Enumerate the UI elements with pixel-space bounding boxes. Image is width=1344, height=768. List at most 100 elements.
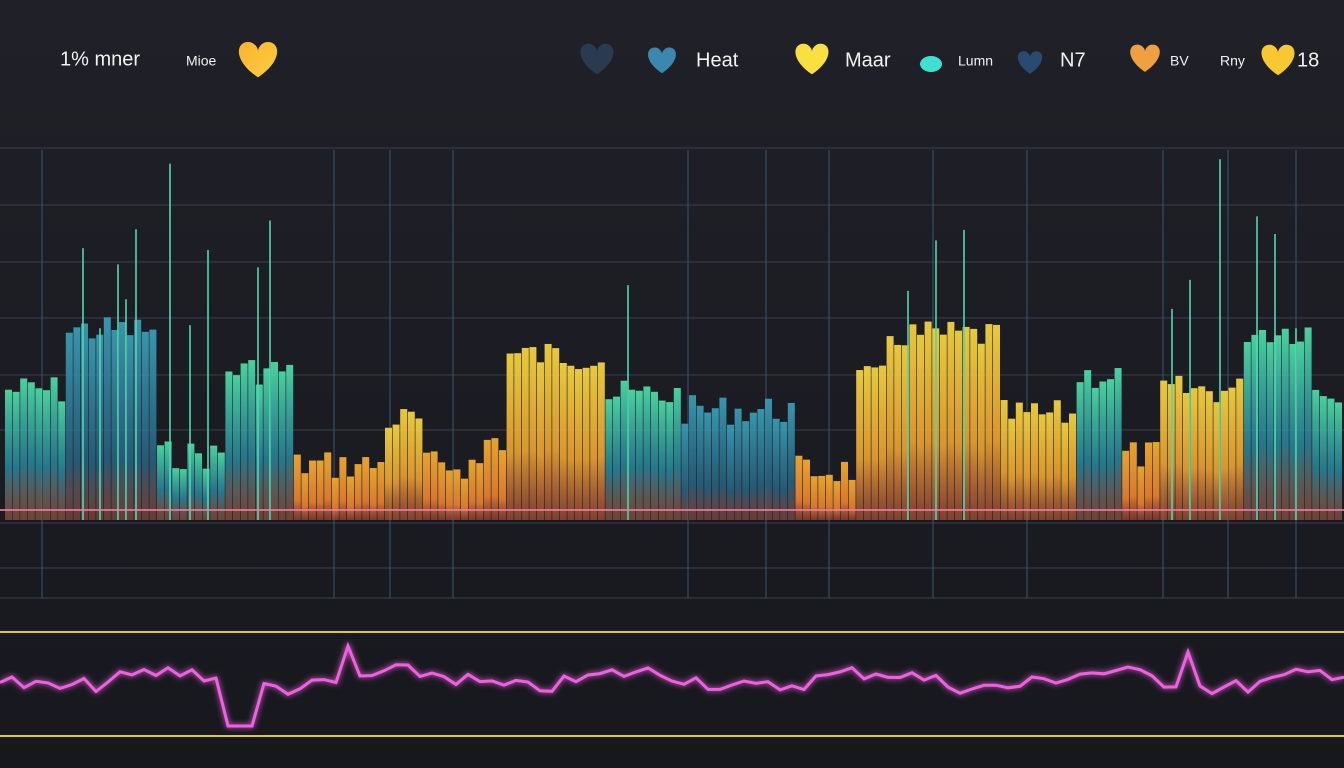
header-label: 1% mner bbox=[60, 48, 140, 70]
bar bbox=[392, 424, 400, 520]
bar bbox=[848, 479, 856, 520]
bar bbox=[544, 343, 552, 520]
bar bbox=[597, 362, 605, 520]
bar bbox=[1114, 368, 1122, 520]
bar bbox=[810, 476, 818, 520]
bar bbox=[993, 324, 1000, 520]
bar bbox=[286, 364, 294, 520]
bar bbox=[1084, 370, 1092, 520]
bar bbox=[1160, 380, 1168, 520]
header-label: Maar bbox=[845, 49, 891, 71]
header-label: BV bbox=[1170, 53, 1189, 69]
bar bbox=[1038, 414, 1046, 520]
bar bbox=[217, 452, 225, 520]
bar bbox=[673, 388, 681, 520]
status-icon bbox=[920, 56, 942, 72]
bar bbox=[1190, 388, 1198, 520]
bar bbox=[1031, 403, 1038, 520]
bar bbox=[628, 389, 636, 520]
bar bbox=[27, 382, 35, 520]
bar bbox=[575, 369, 582, 520]
bar bbox=[1297, 341, 1304, 520]
bar bbox=[689, 395, 696, 520]
bar bbox=[772, 418, 780, 520]
bar bbox=[1251, 334, 1259, 520]
bar bbox=[453, 469, 461, 520]
bar bbox=[50, 377, 58, 520]
bar bbox=[73, 327, 81, 520]
header-label: 18 bbox=[1297, 49, 1319, 71]
bar bbox=[1335, 402, 1342, 520]
bar bbox=[727, 424, 734, 520]
bar bbox=[613, 396, 620, 520]
bar bbox=[111, 329, 119, 520]
bar bbox=[483, 439, 491, 520]
bar bbox=[400, 409, 408, 520]
bar bbox=[347, 476, 354, 520]
bar bbox=[65, 332, 73, 520]
bar bbox=[58, 401, 66, 520]
bar bbox=[734, 408, 742, 520]
bar bbox=[445, 470, 453, 520]
bar bbox=[879, 365, 886, 520]
bar bbox=[491, 438, 499, 520]
bar bbox=[742, 421, 750, 520]
bar bbox=[354, 464, 362, 520]
bar bbox=[825, 474, 833, 520]
bar bbox=[605, 399, 613, 520]
bar bbox=[316, 460, 324, 520]
bar bbox=[620, 380, 628, 520]
bar bbox=[430, 451, 438, 520]
bar bbox=[331, 477, 339, 520]
bar bbox=[506, 353, 514, 520]
bar bbox=[278, 371, 286, 520]
bar bbox=[369, 468, 377, 520]
bar bbox=[871, 367, 879, 520]
bar bbox=[1243, 341, 1251, 520]
bar bbox=[1129, 442, 1137, 520]
bar bbox=[195, 453, 202, 520]
bar bbox=[985, 324, 993, 520]
bar bbox=[909, 324, 917, 520]
bar bbox=[263, 368, 271, 520]
bar bbox=[955, 330, 962, 520]
bar bbox=[134, 319, 142, 520]
bar bbox=[863, 366, 871, 520]
header-label: N7 bbox=[1060, 49, 1086, 71]
bar bbox=[301, 473, 309, 520]
bar bbox=[787, 402, 795, 520]
bar bbox=[939, 334, 947, 520]
bar bbox=[833, 481, 841, 520]
bar bbox=[476, 463, 484, 520]
bar bbox=[293, 454, 301, 520]
bar bbox=[1107, 379, 1114, 520]
bar bbox=[164, 441, 172, 520]
bar bbox=[559, 362, 567, 520]
bar bbox=[901, 345, 909, 520]
bar bbox=[552, 348, 560, 520]
bar bbox=[1000, 400, 1008, 520]
header-label: Heat bbox=[696, 49, 739, 71]
bar bbox=[309, 460, 316, 520]
bar bbox=[635, 390, 643, 520]
bar bbox=[233, 375, 240, 520]
bar bbox=[202, 468, 210, 520]
bar bbox=[5, 389, 12, 520]
bar bbox=[856, 370, 864, 520]
bar bbox=[803, 459, 810, 520]
bar bbox=[1076, 382, 1084, 520]
bar bbox=[1289, 344, 1297, 520]
bar bbox=[841, 461, 848, 520]
bar bbox=[1099, 381, 1107, 520]
bar bbox=[43, 390, 50, 520]
bar bbox=[271, 361, 278, 520]
bar bbox=[407, 411, 415, 520]
bar bbox=[749, 412, 757, 520]
bar bbox=[514, 353, 522, 520]
bar bbox=[1228, 387, 1236, 520]
bar bbox=[894, 344, 902, 520]
bar bbox=[339, 457, 347, 520]
bar bbox=[1319, 396, 1327, 520]
